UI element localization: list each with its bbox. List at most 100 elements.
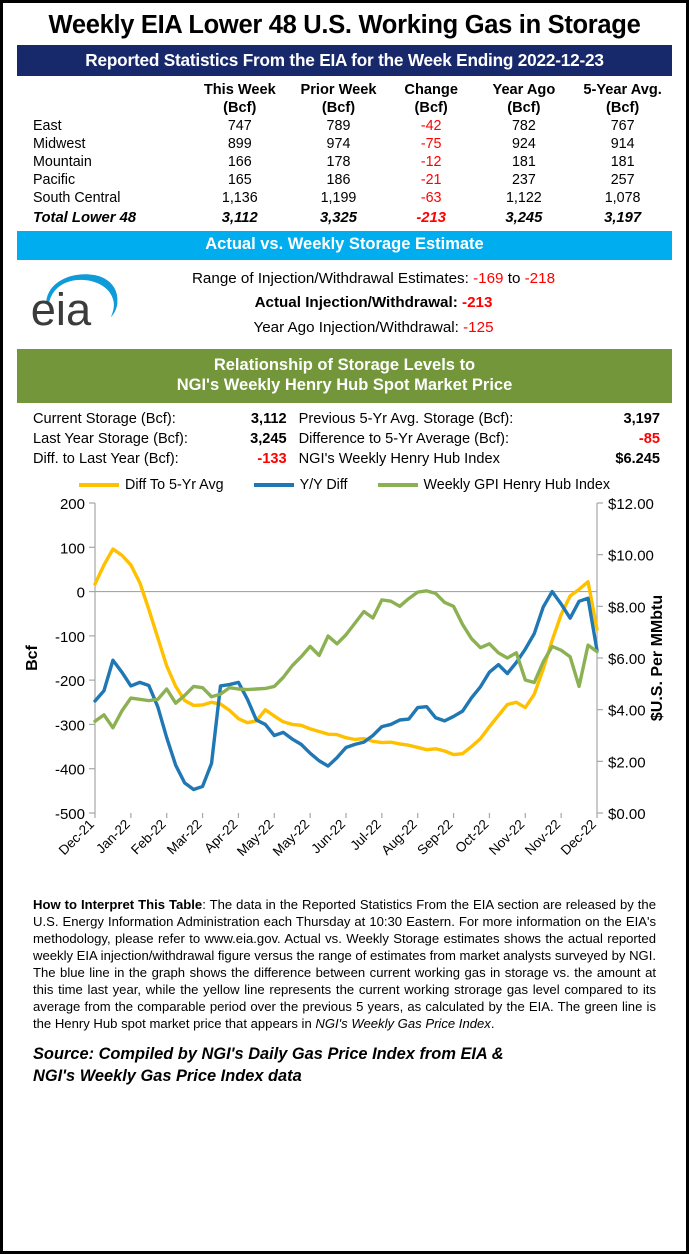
relationship-row: Current Storage (Bcf): 3,112 Previous 5-… — [17, 409, 672, 429]
unit-five-year-avg: (Bcf) — [605, 100, 640, 117]
svg-text:Dec-22: Dec-22 — [558, 817, 599, 858]
table-header: This Week Prior Week Change Year Ago 5-Y… — [17, 81, 672, 117]
svg-text:$6.00: $6.00 — [608, 651, 646, 668]
estimate-actual-value: -213 — [462, 294, 493, 312]
unit-year-ago: (Bcf) — [507, 100, 541, 117]
cell-this-week: 165 — [227, 172, 252, 189]
cell-year-ago: 924 — [511, 136, 536, 153]
interpretation-body-end: . — [490, 1016, 495, 1032]
table-units-row: (Bcf) (Bcf) (Bcf) (Bcf) (Bcf) — [17, 99, 672, 117]
legend-swatch-blue — [253, 483, 294, 488]
svg-text:$12.00: $12.00 — [608, 496, 654, 513]
table-row: South Central 1,136 1,199 -63 1,122 1,07… — [17, 189, 672, 207]
svg-text:Feb-22: Feb-22 — [128, 817, 169, 858]
cell-region: East — [33, 118, 62, 135]
svg-text:eia: eia — [31, 284, 92, 333]
legend-item-yy-diff: Y/Y Diff — [253, 477, 348, 494]
svg-text:$10.00: $10.00 — [608, 548, 654, 565]
svg-text:Bcf: Bcf — [24, 645, 41, 671]
cell-five-year-avg: 914 — [610, 136, 635, 153]
estimate-range-line: Range of Injection/Withdrawal Estimates:… — [127, 267, 620, 292]
legend-label-yy-diff: Y/Y Diff — [299, 477, 348, 494]
interpretation-body: : The data in the Reported Statistics Fr… — [33, 897, 656, 1032]
estimate-range-low: -169 — [473, 269, 504, 287]
unit-prior-week: (Bcf) — [321, 100, 356, 117]
column-header-year-ago: Year Ago — [492, 82, 556, 99]
svg-text:-500: -500 — [55, 806, 85, 823]
svg-text:May-22: May-22 — [234, 817, 276, 859]
estimate-actual-label: Actual Injection/Withdrawal: — [254, 294, 458, 312]
table-row-total: Total Lower 48 3,112 3,325 -213 3,245 3,… — [17, 207, 672, 227]
cell-change: -75 — [420, 136, 442, 153]
cell-region: Mountain — [33, 154, 92, 171]
relationship-left-value: -133 — [257, 451, 287, 468]
estimate-year-ago-label: Year Ago Injection/Withdrawal: — [253, 318, 459, 336]
cell-year-ago-total: 3,245 — [505, 210, 543, 227]
cell-prior-week: 186 — [326, 172, 351, 189]
estimate-range-to: to — [507, 269, 521, 287]
cell-prior-week: 789 — [326, 118, 351, 135]
estimate-year-ago-value: -125 — [463, 318, 494, 336]
cell-region: Pacific — [33, 172, 76, 189]
svg-text:Nov-22: Nov-22 — [486, 817, 527, 858]
svg-text:0: 0 — [77, 585, 85, 602]
relationship-right-value: -85 — [638, 431, 660, 448]
svg-text:$2.00: $2.00 — [608, 755, 646, 772]
cell-this-week: 1,136 — [221, 190, 258, 207]
table-row: Midwest 899 974 -75 924 914 — [17, 135, 672, 153]
svg-text:Sep-22: Sep-22 — [414, 817, 455, 858]
cell-this-week: 166 — [227, 154, 252, 171]
estimate-range-label: Range of Injection/Withdrawal Estimates: — [191, 269, 469, 287]
legend-item-henry-hub: Weekly GPI Henry Hub Index — [377, 477, 610, 493]
cell-prior-week: 974 — [326, 136, 351, 153]
relationship-left-value: 3,245 — [250, 431, 287, 448]
column-header-region — [17, 81, 190, 99]
storage-statistics-table: This Week Prior Week Change Year Ago 5-Y… — [17, 81, 672, 227]
unit-region — [17, 99, 190, 117]
unit-change: (Bcf) — [414, 100, 448, 117]
actual-vs-estimate-banner: Actual vs. Weekly Storage Estimate — [17, 231, 672, 260]
svg-text:$4.00: $4.00 — [608, 703, 646, 720]
cell-five-year-avg: 767 — [610, 118, 635, 135]
svg-text:$8.00: $8.00 — [608, 600, 646, 617]
svg-text:100: 100 — [60, 541, 85, 558]
source-line-2: NGI's Weekly Gas Price Index data — [33, 1067, 302, 1086]
svg-text:Jan-22: Jan-22 — [93, 817, 133, 857]
chart-legend: Diff To 5-Yr Avg Y/Y Diff Weekly GPI Hen… — [17, 477, 672, 493]
cell-this-week: 747 — [227, 118, 252, 135]
relationship-right-label: Difference to 5-Yr Average (Bcf): — [298, 431, 509, 448]
estimate-lines: Range of Injection/Withdrawal Estimates:… — [127, 267, 672, 341]
relationship-left-label: Last Year Storage (Bcf): — [33, 431, 188, 448]
relationship-table-body: Current Storage (Bcf): 3,112 Previous 5-… — [17, 409, 672, 469]
svg-text:-400: -400 — [55, 762, 85, 779]
cell-five-year-avg: 181 — [610, 154, 635, 171]
source-line-1: Source: Compiled by NGI's Daily Gas Pric… — [33, 1045, 504, 1064]
column-header-this-week: This Week — [203, 82, 276, 99]
legend-label-diff-5yr: Diff To 5-Yr Avg — [125, 477, 224, 494]
interpretation-italic-ref: NGI's Weekly Gas Price Index — [315, 1016, 491, 1032]
relationship-banner: Relationship of Storage Levels to NGI's … — [17, 349, 672, 404]
cell-five-year-avg: 257 — [610, 172, 635, 189]
cell-change: -21 — [420, 172, 442, 189]
cell-year-ago: 1,122 — [505, 190, 542, 207]
reported-statistics-banner: Reported Statistics From the EIA for the… — [17, 44, 672, 77]
svg-text:-200: -200 — [55, 673, 85, 690]
legend-swatch-yellow — [79, 483, 120, 488]
relationship-banner-line1: Relationship of Storage Levels to — [213, 356, 476, 375]
cell-region: South Central — [33, 190, 121, 207]
relationship-row: Last Year Storage (Bcf): 3,245 Differenc… — [17, 429, 672, 449]
svg-text:Jun-22: Jun-22 — [308, 817, 348, 857]
relationship-left-label: Diff. to Last Year (Bcf): — [33, 451, 179, 468]
svg-text:Oct-22: Oct-22 — [452, 817, 491, 856]
storage-price-chart: Diff To 5-Yr Avg Y/Y Diff Weekly GPI Hen… — [17, 477, 672, 890]
cell-year-ago: 237 — [511, 172, 536, 189]
source-note: Source: Compiled by NGI's Daily Gas Pric… — [17, 1032, 672, 1088]
estimate-actual-line: Actual Injection/Withdrawal: -213 — [127, 291, 620, 316]
cell-prior-week-total: 3,325 — [319, 210, 357, 227]
cell-this-week-total: 3,112 — [221, 210, 258, 227]
relationship-left-label: Current Storage (Bcf): — [33, 411, 176, 428]
table-header-row: This Week Prior Week Change Year Ago 5-Y… — [17, 81, 672, 99]
cell-change: -63 — [420, 190, 442, 207]
table-row: Pacific 165 186 -21 237 257 — [17, 171, 672, 189]
